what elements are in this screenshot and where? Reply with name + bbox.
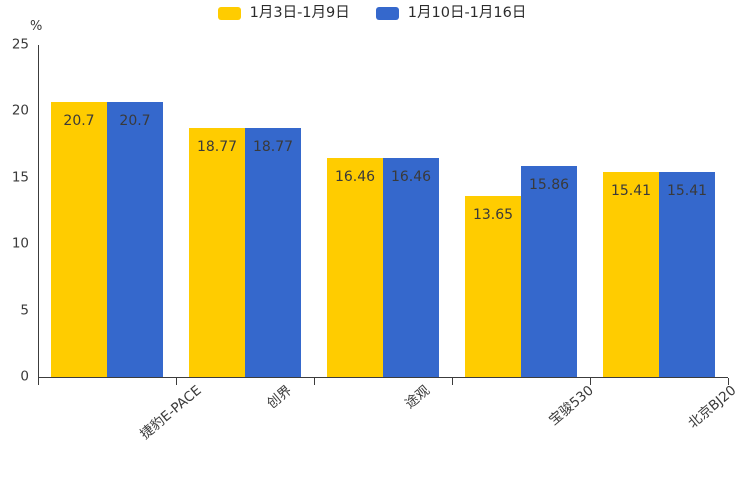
- bar-value-label: 18.77: [196, 138, 238, 155]
- bar-value-label: 15.41: [666, 183, 708, 200]
- bar-series-0[interactable]: 16.46: [327, 158, 383, 377]
- x-axis-tick-mark: [176, 378, 177, 385]
- legend-item-series-0[interactable]: 1月3日-1月9日: [217, 5, 350, 21]
- y-axis-tick-label: 5: [20, 301, 29, 318]
- x-axis-category-label: 北京BJ20: [685, 382, 740, 432]
- bar-value-label: 16.46: [334, 169, 376, 186]
- legend-item-series-1[interactable]: 1月10日-1月16日: [375, 5, 527, 21]
- bar-value-label: 20.7: [119, 113, 151, 130]
- x-axis-tick-mark: [314, 378, 315, 385]
- chart-legend: 1月3日-1月9日 1月10日-1月16日: [0, 6, 744, 21]
- bar-value-label: 20.7: [63, 113, 95, 130]
- bar-series-0[interactable]: 13.65: [465, 195, 521, 377]
- y-axis-tick-label: 20: [11, 102, 29, 119]
- x-axis-category-label: 创界: [264, 382, 295, 413]
- y-axis-tick-label: 15: [11, 169, 29, 186]
- x-axis-tick-mark: [590, 378, 591, 385]
- bar-value-label: 18.77: [252, 138, 294, 155]
- y-axis-line: [38, 45, 39, 377]
- bar-group: 18.77 18.77: [189, 45, 301, 377]
- x-axis-category-label: 宝骏530: [546, 382, 597, 429]
- x-axis-category-label: 捷豹E-PACE: [137, 382, 205, 443]
- legend-label-series-1: 1月10日-1月16日: [407, 5, 527, 21]
- bar-series-1[interactable]: 15.86: [521, 166, 577, 377]
- y-axis-tick-label: 0: [20, 368, 29, 385]
- bar-series-1[interactable]: 16.46: [383, 158, 439, 377]
- x-axis-tick-mark: [452, 378, 453, 385]
- bar-group: 13.65 15.86: [465, 45, 577, 377]
- bar-group: 15.41 15.41: [603, 45, 715, 377]
- bar-value-label: 13.65: [472, 206, 514, 223]
- y-axis-tick-label: 10: [11, 235, 29, 252]
- bar-series-0[interactable]: 15.41: [603, 172, 659, 377]
- bar-series-1[interactable]: 18.77: [245, 127, 301, 377]
- bar-series-0[interactable]: 20.7: [51, 102, 107, 377]
- y-axis-tick-label: 25: [11, 36, 29, 53]
- bar-series-0[interactable]: 18.77: [189, 127, 245, 377]
- legend-swatch-icon-series-0: [217, 6, 241, 20]
- bar-group: 20.7 20.7: [51, 45, 163, 377]
- legend-label-series-0: 1月3日-1月9日: [249, 5, 350, 21]
- bar-group: 16.46 16.46: [327, 45, 439, 377]
- legend-swatch-icon-series-1: [375, 6, 399, 20]
- bar-value-label: 15.86: [528, 177, 570, 194]
- x-axis-tick-mark: [38, 378, 39, 385]
- bar-value-label: 16.46: [390, 169, 432, 186]
- bar-series-1[interactable]: 20.7: [107, 102, 163, 377]
- x-axis-tick-mark: [728, 378, 729, 385]
- bar-series-1[interactable]: 15.41: [659, 172, 715, 377]
- x-axis-line: [38, 377, 728, 378]
- bar-value-label: 15.41: [610, 183, 652, 200]
- y-axis-unit-label: %: [30, 19, 43, 34]
- x-axis-category-label: 途观: [402, 382, 433, 413]
- plot-area: 0 5 10 15 20 25 20.7 20.7 18.77 18.77 16.46 16.46 1…: [12, 38, 729, 385]
